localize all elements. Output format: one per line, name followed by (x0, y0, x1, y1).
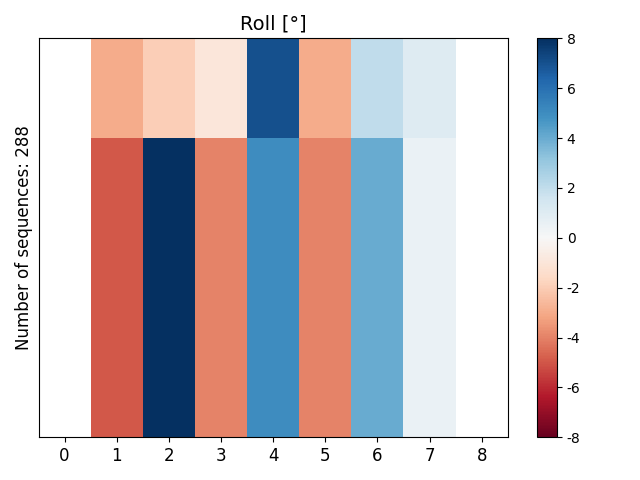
Y-axis label: Number of sequences: 288: Number of sequences: 288 (15, 125, 33, 350)
Title: Roll [°]: Roll [°] (240, 15, 307, 34)
